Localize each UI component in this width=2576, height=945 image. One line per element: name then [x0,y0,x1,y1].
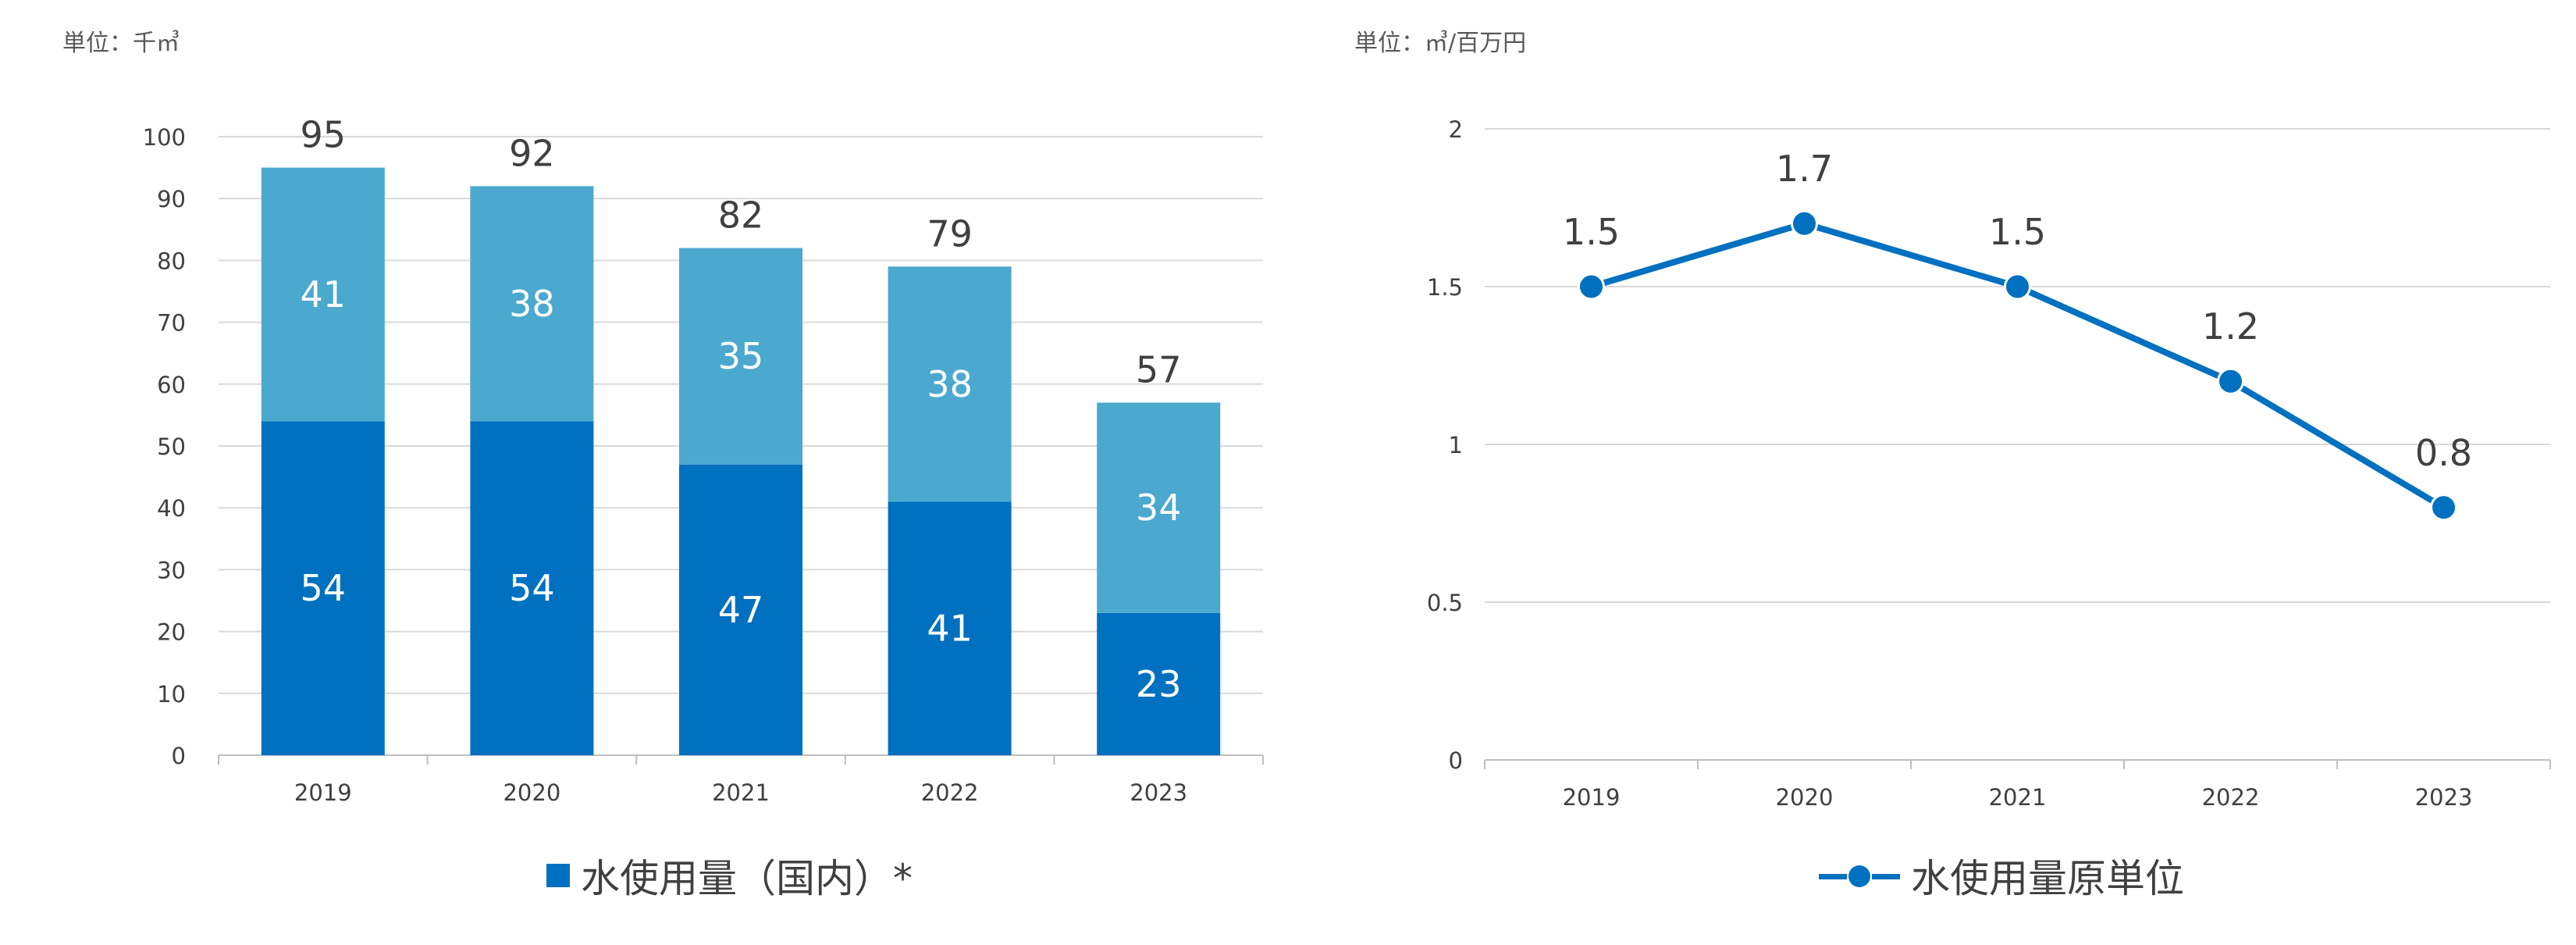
line-point-label: 1.2 [2202,305,2259,348]
right-x-tick-label: 2022 [2202,784,2260,811]
bar-lower-value-label: 41 [927,608,973,650]
left-y-tick-label: 50 [157,433,186,460]
right-y-tick-label: 0 [1449,747,1463,774]
bar-upper-value-label: 38 [509,283,555,325]
left-x-tick-label: 2022 [921,779,979,806]
bar-segment-lower [470,421,594,755]
left-x-tick-label: 2019 [294,779,352,806]
bar-lower-value-label: 47 [718,589,764,631]
line-point-label: 0.8 [2415,432,2472,474]
left-y-tick-label: 90 [157,186,186,212]
series-line [1590,220,2446,511]
line-point-label: 1.7 [1776,148,1833,190]
left-unit-label: 単位：千㎥ [62,30,180,57]
right-y-tick-label: 1.5 [1427,274,1463,301]
right-x-tick-label: 2021 [1989,784,2047,811]
right-x-tick-label: 2023 [2415,784,2473,811]
right-unit-label: 単位：㎥/百万円 [1354,30,1527,57]
bar-total-label: 57 [1136,349,1182,391]
bar-lower-value-label: 54 [301,567,347,609]
bar-total-label: 79 [927,212,973,255]
left-y-tick-label: 40 [157,495,186,522]
left-x-tick-label: 2021 [712,779,770,806]
right-x-tick-label: 2019 [1563,784,1621,811]
bar-segment-upper [679,248,802,465]
bar-upper-value-label: 41 [301,273,347,316]
left-legend: 水使用量（国内）* [546,847,913,904]
right-legend: 水使用量原単位 [1819,847,2184,904]
left-legend-swatch [546,864,570,887]
bar-upper-value-label: 34 [1136,487,1182,529]
line-point-label: 1.5 [1563,211,1620,253]
left-y-tick-label: 60 [157,372,186,398]
bar-segment-upper [1097,402,1221,613]
bar-total-label: 92 [509,132,555,174]
line-point [1791,209,1818,237]
right-y-tick-label: 2 [1449,116,1463,143]
line-point-label: 1.5 [1989,211,2046,253]
bar-lower-value-label: 54 [509,567,555,609]
left-y-tick-label: 10 [157,681,186,708]
bar-total-label: 82 [718,194,764,237]
line-point [2004,273,2031,301]
line-point [1578,273,1605,301]
line-point [2217,367,2244,395]
bar-segment-lower [888,501,1012,755]
left-legend-label: 水使用量（国内）* [581,856,913,901]
right-legend-label: 水使用量原単位 [1911,856,2184,901]
left-y-tick-label: 100 [143,124,186,151]
bar-segment-lower [1097,612,1221,755]
left-x-tick-label: 2023 [1130,779,1187,806]
line-point [2430,494,2457,522]
bar-upper-value-label: 38 [927,363,973,405]
right-y-tick-label: 0.5 [1427,590,1463,616]
left-y-tick-label: 20 [157,619,186,646]
bar-total-label: 95 [301,114,347,156]
right-x-tick-label: 2020 [1776,784,1834,811]
left-y-tick-label: 30 [157,557,186,583]
right-legend-marker [1819,864,1900,887]
left-y-tick-label: 0 [172,743,186,769]
bar-segment-upper [888,266,1012,502]
right-y-tick-label: 1 [1449,432,1463,458]
bar-segment-upper [261,167,385,422]
left-y-tick-label: 80 [157,248,186,274]
bar-segment-lower [261,421,385,755]
left-y-tick-label: 70 [157,310,186,337]
left-x-tick-label: 2020 [503,779,560,806]
bar-lower-value-label: 23 [1136,663,1182,705]
bar-upper-value-label: 35 [718,335,764,377]
bar-segment-lower [679,464,802,755]
bar-segment-upper [470,186,594,422]
